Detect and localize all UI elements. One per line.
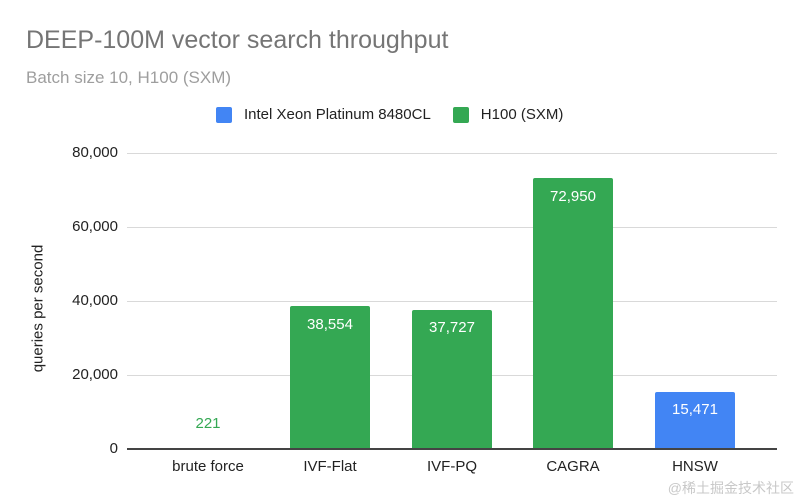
x-tick: IVF-PQ — [426, 458, 477, 475]
bar-value-label: 15,471 — [672, 401, 718, 418]
chart-subtitle: Batch size 10, H100 (SXM) — [26, 68, 232, 87]
legend-swatch-green-icon — [452, 106, 469, 123]
x-axis-line — [127, 448, 777, 450]
gridline — [127, 227, 777, 228]
legend-item-h100[interactable]: H100 (SXM) — [452, 106, 564, 123]
x-tick: HNSW — [672, 458, 718, 475]
y-tick: 80,000 — [72, 144, 118, 161]
x-tick: brute force — [172, 458, 244, 475]
bar-value-label: 221 — [195, 415, 221, 432]
chart-title: DEEP-100M vector search throughput — [26, 26, 449, 54]
bar-value-label: 72,950 — [550, 188, 596, 205]
bar-ivf-pq[interactable] — [412, 310, 492, 449]
legend-item-intel[interactable]: Intel Xeon Platinum 8480CL — [216, 106, 431, 123]
legend: Intel Xeon Platinum 8480CL H100 (SXM) — [216, 106, 585, 123]
gridline — [127, 153, 777, 154]
y-tick: 0 — [109, 440, 118, 457]
gridline — [127, 301, 777, 302]
bar-cagra[interactable] — [533, 178, 613, 449]
legend-swatch-blue-icon — [216, 106, 232, 123]
bar-value-label: 38,554 — [307, 316, 353, 333]
watermark: @稀土掘金技术社区 — [667, 480, 794, 496]
x-tick: IVF-Flat — [303, 458, 357, 475]
x-tick: CAGRA — [546, 458, 600, 475]
bar-hnsw[interactable] — [655, 392, 735, 449]
bar-value-label: 37,727 — [429, 319, 475, 336]
y-tick: 40,000 — [72, 292, 118, 309]
bar-ivf-flat[interactable] — [290, 306, 370, 449]
legend-label: Intel Xeon Platinum 8480CL — [244, 106, 431, 123]
legend-label: H100 (SXM) — [480, 106, 564, 123]
y-tick: 60,000 — [72, 218, 118, 235]
y-tick: 20,000 — [72, 366, 118, 383]
